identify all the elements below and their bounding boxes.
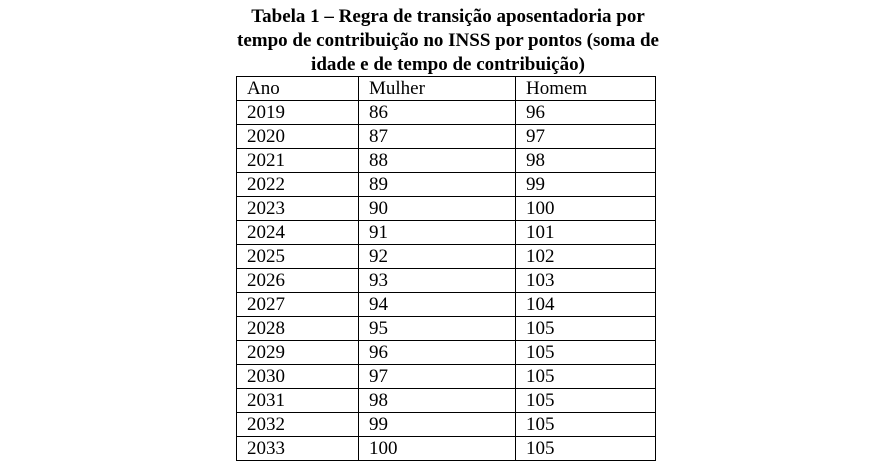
- cell-mulher: 93: [358, 268, 516, 293]
- cell-mulher: 87: [358, 124, 516, 149]
- cell-ano: 2029: [236, 340, 359, 365]
- cell-ano: 2027: [236, 292, 359, 317]
- cell-mulher: 95: [358, 316, 516, 341]
- cell-homem: 97: [515, 124, 656, 149]
- cell-homem: 101: [515, 220, 656, 245]
- cell-mulher: 88: [358, 148, 516, 173]
- table-row: 2028 95 105: [236, 316, 656, 341]
- cell-ano: 2024: [236, 220, 359, 245]
- points-table: Ano Mulher Homem 2019 86 96 2020 87 97 2021 88 9…: [236, 76, 656, 461]
- cell-homem: 96: [515, 100, 656, 125]
- cell-ano: 2031: [236, 388, 359, 413]
- cell-mulher: 86: [358, 100, 516, 125]
- cell-ano: 2023: [236, 196, 359, 221]
- cell-mulher: 100: [358, 436, 516, 461]
- table-row: 2019 86 96: [236, 100, 656, 125]
- cell-mulher: 96: [358, 340, 516, 365]
- cell-homem: 105: [515, 316, 656, 341]
- cell-homem: 105: [515, 364, 656, 389]
- cell-homem: 99: [515, 172, 656, 197]
- cell-mulher: 94: [358, 292, 516, 317]
- cell-homem: 102: [515, 244, 656, 269]
- cell-ano: 2021: [236, 148, 359, 173]
- header-ano: Ano: [236, 76, 359, 101]
- table-row: 2021 88 98: [236, 148, 656, 173]
- cell-homem: 105: [515, 412, 656, 437]
- table-row: 2020 87 97: [236, 124, 656, 149]
- cell-homem: 105: [515, 436, 656, 461]
- table-row: 2027 94 104: [236, 292, 656, 317]
- table-row: 2022 89 99: [236, 172, 656, 197]
- table-row: 2023 90 100: [236, 196, 656, 221]
- cell-mulher: 98: [358, 388, 516, 413]
- caption-line: tempo de contribuição no INSS por pontos…: [237, 30, 659, 51]
- cell-ano: 2030: [236, 364, 359, 389]
- cell-homem: 105: [515, 340, 656, 365]
- cell-homem: 100: [515, 196, 656, 221]
- cell-mulher: 91: [358, 220, 516, 245]
- header-mulher: Mulher: [358, 76, 516, 101]
- cell-mulher: 99: [358, 412, 516, 437]
- table-row: 2024 91 101: [236, 220, 656, 245]
- table-caption: Tabela 1 – Regra de transição aposentado…: [205, 5, 691, 77]
- cell-ano: 2022: [236, 172, 359, 197]
- cell-ano: 2033: [236, 436, 359, 461]
- table-row: 2030 97 105: [236, 364, 656, 389]
- cell-mulher: 89: [358, 172, 516, 197]
- caption-line: Tabela 1 – Regra de transição aposentado…: [251, 6, 645, 27]
- cell-homem: 104: [515, 292, 656, 317]
- cell-ano: 2032: [236, 412, 359, 437]
- cell-ano: 2028: [236, 316, 359, 341]
- table-body: 2019 86 96 2020 87 97 2021 88 98 2022 89 99 2023 90 10…: [236, 100, 656, 461]
- table-row: 2026 93 103: [236, 268, 656, 293]
- cell-mulher: 90: [358, 196, 516, 221]
- table-row: 2033 100 105: [236, 436, 656, 461]
- cell-mulher: 92: [358, 244, 516, 269]
- cell-ano: 2026: [236, 268, 359, 293]
- cell-ano: 2019: [236, 100, 359, 125]
- cell-ano: 2020: [236, 124, 359, 149]
- caption-line: idade e de tempo de contribuição): [311, 54, 585, 75]
- cell-homem: 98: [515, 148, 656, 173]
- table-header-row: Ano Mulher Homem: [236, 76, 656, 101]
- cell-ano: 2025: [236, 244, 359, 269]
- table-row: 2032 99 105: [236, 412, 656, 437]
- table-row: 2025 92 102: [236, 244, 656, 269]
- header-homem: Homem: [515, 76, 656, 101]
- table-row: 2031 98 105: [236, 388, 656, 413]
- cell-homem: 103: [515, 268, 656, 293]
- cell-mulher: 97: [358, 364, 516, 389]
- cell-homem: 105: [515, 388, 656, 413]
- table-row: 2029 96 105: [236, 340, 656, 365]
